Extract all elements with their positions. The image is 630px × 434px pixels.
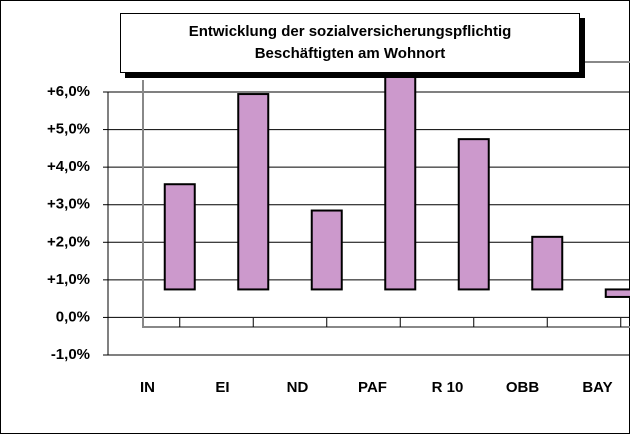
chart-title: Beschäftigten am Wohnort <box>255 45 446 62</box>
inner-frame <box>142 80 630 328</box>
y-tick-label: +4,0% <box>47 158 90 175</box>
y-tick-label: +6,0% <box>47 83 90 100</box>
bar <box>531 235 564 291</box>
y-tick-label: +3,0% <box>47 196 90 213</box>
y-tick-label: +2,0% <box>47 233 90 250</box>
x-tick-label: R 10 <box>432 379 464 396</box>
y-tick-label: 0,0% <box>56 308 90 325</box>
bar <box>384 74 417 291</box>
x-tick-label: BAY <box>582 379 612 396</box>
plot: -1,0% 0,0% +1,0% +2,0% +3,0% +4,0% +5,0% +6,0% I… <box>47 74 630 396</box>
bar <box>237 93 270 291</box>
bar <box>604 288 630 298</box>
chart-title: Entwicklung der sozialversicherungspflic… <box>189 23 512 40</box>
y-tick-label: +1,0% <box>47 271 90 288</box>
x-tick-label: EI <box>215 379 229 396</box>
bar <box>310 209 343 291</box>
title-box <box>120 13 580 73</box>
bar <box>163 183 196 291</box>
x-tick-label: ND <box>287 379 309 396</box>
x-tick-label: IN <box>140 379 155 396</box>
bar <box>457 138 490 291</box>
x-tick-label: PAF <box>358 379 387 396</box>
y-tick-label: +5,0% <box>47 121 90 138</box>
x-tick-label: OBB <box>506 379 540 396</box>
y-tick-label: -1,0% <box>51 346 90 363</box>
